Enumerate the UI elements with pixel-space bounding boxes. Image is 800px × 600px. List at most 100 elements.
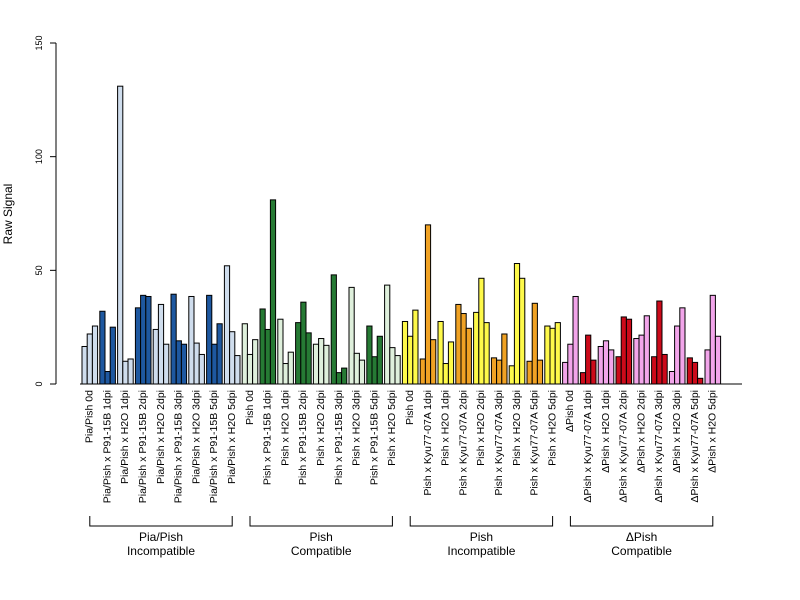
bar [371, 356, 378, 385]
group-brackets: Pia/PishIncompatiblePishCompatiblePishIn… [89, 516, 714, 558]
y-tick-label: 50 [34, 265, 44, 275]
bar [465, 327, 472, 385]
bar [117, 85, 124, 385]
group-label: ΔPish [626, 530, 657, 544]
bar [496, 359, 503, 385]
group-sublabel: Incompatible [127, 544, 195, 558]
bar [259, 308, 266, 385]
bar [579, 372, 587, 385]
bar [216, 323, 223, 385]
bar [572, 295, 579, 385]
bar [384, 284, 391, 385]
bar [389, 347, 396, 385]
bar [501, 333, 508, 385]
bar [455, 303, 462, 385]
bar [394, 355, 401, 385]
bar [697, 377, 704, 385]
bar [241, 323, 248, 385]
bar [526, 360, 533, 385]
bar [490, 357, 498, 385]
x-tick-label: Pish x H2O 3dpi [351, 390, 363, 466]
bar [608, 349, 615, 385]
x-tick-label: Pish x Kyu77-07A 3dpi [493, 390, 505, 496]
bar [531, 302, 538, 385]
x-tick-label: Pish x H2O 5dpi [546, 390, 558, 466]
x-tick-label: Pish x P91-15B 2dpi [297, 390, 309, 485]
group-sublabel: Compatible [611, 544, 672, 558]
x-tick-label: Pia/Pish x H2O 5dpi [226, 390, 238, 484]
bar [175, 340, 182, 385]
group-label: Pia/Pish [139, 530, 183, 544]
x-tick-label: Pia/Pish x H2O 3dpi [190, 390, 202, 484]
bar [211, 343, 218, 385]
bar [145, 295, 152, 385]
bar [198, 353, 205, 385]
bar [412, 309, 419, 385]
bar [170, 293, 177, 385]
group-label: Pish [310, 530, 333, 544]
bar [620, 316, 627, 385]
bar [91, 325, 99, 385]
y-axis-label: Raw Signal [1, 184, 15, 245]
x-tick-label: ΔPish x H2O 2dpi [635, 390, 647, 473]
y-tick-label: 100 [34, 149, 44, 164]
x-tick-label: Pish x H2O 3dpi [511, 390, 523, 466]
bar [269, 199, 277, 385]
x-tick-label: ΔPish x Kyu77-07A 2dpi [618, 390, 630, 503]
bar [401, 320, 409, 385]
bar [300, 301, 307, 385]
bar [81, 345, 88, 385]
bar [180, 343, 188, 385]
y-tick-label: 0 [34, 381, 44, 386]
x-tick-label: Pish x H2O 2dpi [315, 390, 327, 466]
group-bracket [89, 516, 233, 527]
bar [519, 277, 526, 385]
bar [585, 334, 592, 385]
bar [633, 338, 640, 385]
x-tick-label: Pia/Pish x H2O 2dpi [155, 390, 167, 484]
bar [104, 371, 111, 385]
bar [193, 342, 200, 385]
bar [544, 325, 551, 385]
bar [223, 265, 231, 385]
bar [287, 351, 294, 385]
x-tick-label: Pish x H2O 2dpi [475, 390, 487, 466]
bar [229, 331, 236, 385]
bar [478, 277, 485, 385]
x-tick-label: ΔPish 0d [564, 390, 576, 432]
bar [597, 345, 604, 385]
bar [282, 363, 289, 385]
group-bracket [249, 516, 393, 527]
x-tick-label: Pia/Pish x H2O 1dpi [119, 390, 131, 484]
bar [625, 318, 633, 385]
x-tick-label: Pish 0d [404, 390, 416, 425]
x-tick-labels: Pia/Pish 0d Pia/Pish x P91-15B 1dpi Pia/Pi… [84, 390, 719, 503]
x-tick-label: ΔPish x H2O 1dpi [600, 390, 612, 473]
bar [656, 300, 663, 385]
group-bracket [569, 516, 714, 527]
bar [376, 335, 383, 385]
bar [86, 333, 93, 385]
x-tick-label: ΔPish x H2O 5dpi [707, 390, 719, 473]
bar [157, 303, 165, 385]
bar [134, 307, 142, 385]
bar [335, 372, 343, 385]
bar [651, 356, 658, 385]
bar [188, 295, 195, 385]
bar [590, 359, 597, 385]
bar [424, 224, 432, 385]
x-tick-label: Pish x Kyu77-07A 5dpi [529, 390, 541, 496]
x-tick-label: Pish 0d [244, 390, 256, 425]
x-tick-label: Pish x P91-15B 5dpi [368, 390, 380, 485]
x-tick-label: Pish x P91-15B 1dpi [262, 390, 274, 485]
bar [295, 322, 302, 385]
x-tick-label: Pish x H2O 1dpi [279, 390, 291, 466]
bar [305, 332, 312, 385]
bar [312, 343, 320, 385]
x-tick-label: Pish x H2O 5dpi [386, 390, 398, 466]
bar [709, 294, 716, 385]
bar [353, 352, 360, 385]
x-tick-label: Pia/Pish x P91-15B 5dpi [208, 390, 220, 503]
bar [348, 286, 355, 385]
